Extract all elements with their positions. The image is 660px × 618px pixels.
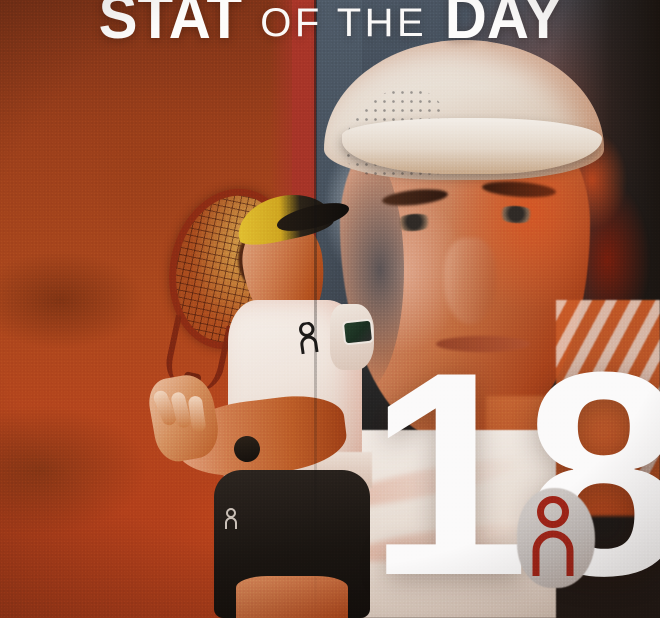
on-logo (222, 508, 240, 530)
sponsor-patch (344, 320, 372, 344)
on-logo (294, 320, 324, 355)
portrait-mouth (436, 336, 530, 352)
panel-split-seam (314, 0, 317, 618)
portrait-cap-brim (342, 118, 602, 174)
player-leg (236, 576, 348, 618)
portrait-nose (444, 238, 496, 324)
